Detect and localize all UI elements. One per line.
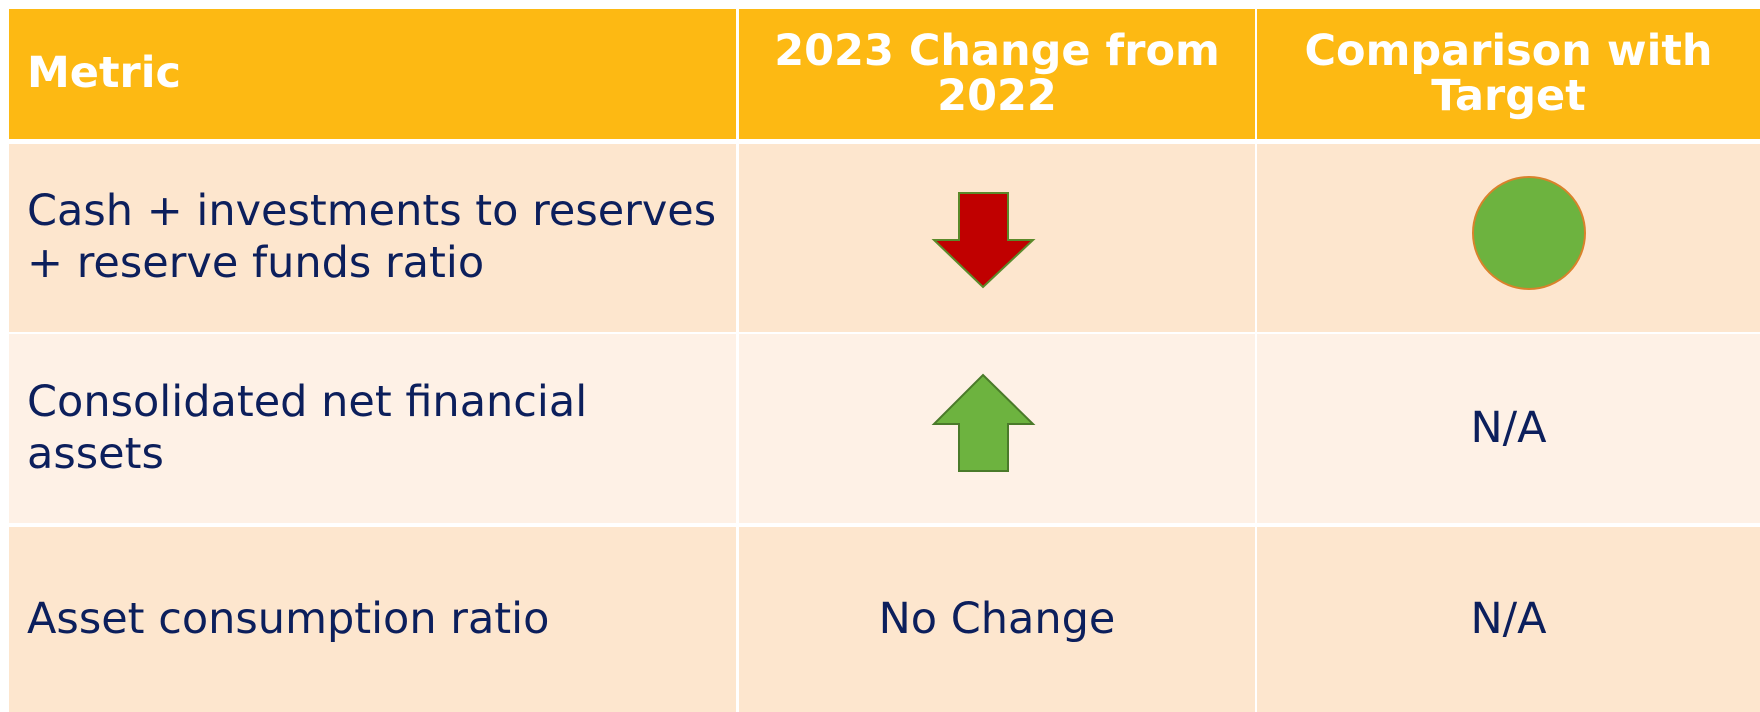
header-cell: 2023 Change from 2022 xyxy=(739,9,1255,139)
header-cell: Comparison with Target xyxy=(1257,9,1760,139)
metric-cell: Cash + investments to reserves + reserve… xyxy=(9,144,736,332)
metric-cell: Consolidated net financial assets xyxy=(9,334,736,523)
change-cell: No Change xyxy=(739,527,1255,712)
target-cell: N/A xyxy=(1257,334,1760,523)
up-arrow-icon xyxy=(931,373,1036,472)
header-cell: Metric xyxy=(9,9,736,139)
target-cell: N/A xyxy=(1257,527,1760,712)
metric-cell: Asset consumption ratio xyxy=(9,527,736,712)
down-arrow-icon xyxy=(931,192,1036,289)
green-circle-icon xyxy=(1472,176,1586,290)
